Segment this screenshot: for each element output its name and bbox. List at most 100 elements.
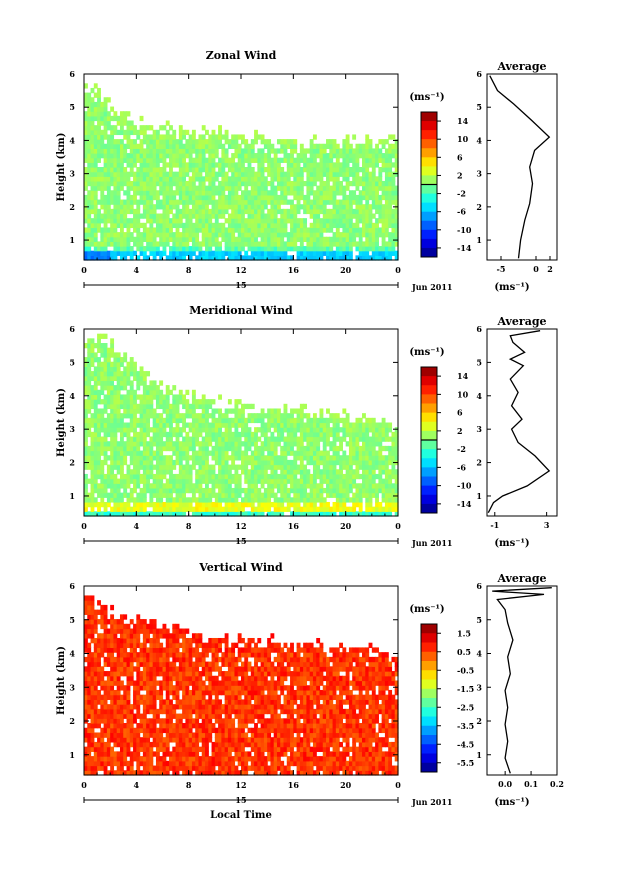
heatmap-cell	[152, 129, 157, 136]
heatmap-cell	[280, 148, 285, 154]
heatmap-cell	[169, 190, 173, 196]
heatmap-cell	[290, 441, 294, 447]
heatmap-cell	[391, 153, 396, 159]
heatmap-cell	[149, 469, 154, 475]
heatmap-cell	[322, 506, 327, 512]
heatmap-cell	[116, 361, 121, 367]
heatmap-cell	[119, 511, 124, 517]
heatmap-cell	[93, 436, 98, 442]
heatmap-cell	[93, 642, 98, 649]
heatmap-cell	[93, 483, 98, 489]
heatmap-cell	[185, 413, 190, 419]
heatmap-cell	[319, 431, 324, 438]
heatmap-cell	[90, 652, 95, 658]
heatmap-cell	[342, 171, 347, 177]
heatmap-cell	[205, 399, 209, 405]
heatmap-cell	[276, 194, 281, 201]
heatmap-cell	[87, 399, 92, 405]
heatmap-cell	[388, 501, 393, 508]
heatmap-cell	[221, 176, 226, 182]
heatmap-cell	[303, 464, 308, 470]
heatmap-cell	[136, 441, 141, 447]
heatmap-cell	[97, 441, 101, 447]
heatmap-cell	[97, 97, 101, 103]
heatmap-cell	[198, 134, 203, 140]
heatmap-cell	[254, 450, 258, 456]
heatmap-cell	[224, 246, 229, 252]
heatmap-cell	[162, 417, 167, 424]
heatmap-cell	[326, 185, 330, 191]
heatmap-cell	[87, 422, 92, 428]
heatmap-cell	[87, 619, 92, 625]
heatmap-cell	[375, 227, 379, 233]
heatmap-cell	[339, 445, 343, 452]
heatmap-cell	[257, 153, 262, 159]
heatmap-cell	[136, 483, 141, 489]
heatmap-cell	[119, 394, 124, 400]
heatmap-cell	[293, 246, 298, 252]
heatmap-cell	[155, 478, 160, 484]
heatmap-cell	[312, 204, 317, 210]
heatmap-cell	[371, 194, 376, 201]
heatmap-cell	[348, 153, 353, 159]
heatmap-cell	[276, 436, 281, 442]
heatmap-cell	[113, 153, 118, 159]
heatmap-cell	[384, 190, 389, 196]
heatmap-cell	[205, 501, 209, 508]
heatmap-cell	[270, 473, 275, 480]
heatmap-cell	[188, 148, 193, 154]
heatmap-cell	[286, 157, 291, 163]
heatmap-cell	[231, 134, 236, 140]
heatmap-cell	[263, 487, 268, 494]
heatmap-cell	[381, 506, 386, 512]
heatmap-cell	[326, 153, 330, 159]
heatmap-cell	[155, 394, 160, 400]
heatmap-cell	[93, 699, 98, 705]
heatmap-cell	[394, 492, 399, 498]
heatmap-cell	[326, 506, 330, 512]
heatmap-cell	[358, 483, 363, 489]
heatmap-cell	[133, 408, 137, 414]
heatmap-cell	[208, 469, 213, 475]
heatmap-cell	[254, 153, 258, 159]
heatmap-cell	[250, 190, 255, 196]
heatmap-cell	[103, 511, 108, 517]
heatmap-cell	[208, 492, 213, 498]
heatmap-cell	[241, 497, 245, 503]
heatmap-cell	[339, 487, 343, 494]
heatmap-cell	[100, 413, 105, 419]
heatmap-cell	[155, 129, 160, 136]
colorbar-tick-label: -6	[457, 207, 466, 217]
heatmap-cell	[97, 746, 101, 752]
heatmap-cell	[90, 171, 95, 177]
heatmap-cell	[139, 157, 144, 163]
heatmap-cell	[100, 352, 105, 358]
heatmap-cell	[97, 718, 101, 724]
heatmap-cell	[388, 194, 393, 201]
heatmap-cell	[155, 483, 160, 489]
heatmap-cell	[149, 246, 154, 252]
heatmap-cell	[345, 441, 350, 447]
heatmap-cell	[110, 375, 115, 382]
heatmap-cell	[97, 87, 101, 94]
colorbar-band	[421, 494, 437, 505]
heatmap-cell	[244, 250, 249, 256]
heatmap-cell	[119, 255, 124, 261]
heatmap-cell	[87, 375, 92, 382]
heatmap-cell	[133, 366, 137, 372]
heatmap-cell	[296, 413, 301, 419]
heatmap-cell	[263, 185, 268, 191]
heatmap-cell	[90, 595, 95, 601]
heatmap-cell	[368, 497, 373, 503]
heatmap-cell	[263, 255, 268, 261]
heatmap-cell	[375, 176, 379, 182]
heatmap-cell	[263, 413, 268, 419]
heatmap-cell	[388, 199, 393, 205]
heatmap-cell	[208, 427, 213, 433]
heatmap-cell	[100, 450, 105, 456]
heatmap-cell	[175, 222, 180, 229]
heatmap-cell	[244, 185, 249, 191]
heatmap-cell	[384, 194, 389, 201]
heatmap-cell	[358, 255, 363, 261]
